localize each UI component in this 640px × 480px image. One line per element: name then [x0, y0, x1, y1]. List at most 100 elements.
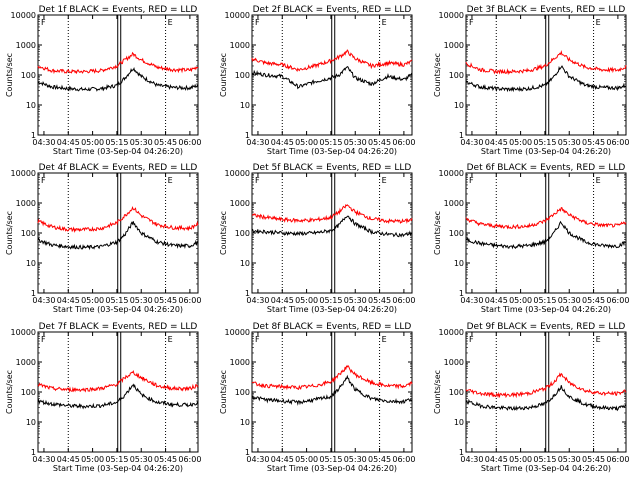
x-tick-label: 05:00	[295, 455, 318, 464]
chart-panel: Det 5f BLACK = Events, RED = LLD 1 10 100 10…	[219, 163, 415, 314]
y-tick-label: 10000	[225, 169, 250, 178]
marker-label: F	[255, 176, 260, 185]
marker-label: F	[469, 335, 474, 344]
y-tick-label: 100	[235, 71, 250, 80]
x-tick-label: 05:30	[344, 296, 367, 305]
y-tick-label: 10000	[439, 11, 464, 20]
x-tick-label: 05:30	[344, 138, 367, 147]
series-line	[465, 385, 626, 412]
chart-panel: Det 9f BLACK = Events, RED = LLD 1 10 100 10…	[433, 322, 629, 473]
x-tick-label: 05:30	[558, 138, 581, 147]
x-tick-label: 04:30	[246, 455, 269, 464]
x-tick-label: 06:00	[178, 296, 201, 305]
chart-panel: Det 1f BLACK = Events, RED = LLD 1 10 100 10…	[5, 5, 201, 156]
y-tick-label: 10000	[439, 169, 464, 178]
x-axis-label: Start Time (03-Sep-04 04:26:20)	[267, 147, 397, 156]
y-tick-label: 1000	[230, 358, 250, 367]
marker-label: E	[382, 18, 387, 27]
x-tick-label: 05:30	[558, 296, 581, 305]
x-tick-label: 04:45	[485, 296, 508, 305]
x-tick-label: 04:30	[32, 455, 55, 464]
y-tick-label: 100	[21, 229, 36, 238]
y-tick-label: 100	[449, 388, 464, 397]
series-line	[251, 49, 413, 73]
series-line	[251, 215, 413, 238]
y-tick-label: 10	[454, 418, 464, 427]
y-axis-label: Counts/sec	[5, 370, 14, 414]
y-axis-label: Counts/sec	[433, 370, 442, 414]
y-tick-label: 1	[459, 289, 464, 298]
y-tick-label: 1	[459, 448, 464, 457]
marker-label: F	[41, 335, 46, 344]
x-tick-label: 05:45	[582, 296, 605, 305]
x-axis-label: Start Time (03-Sep-04 04:26:20)	[481, 305, 611, 314]
x-tick-label: 04:30	[246, 138, 269, 147]
x-tick-label: 05:45	[154, 138, 177, 147]
series-line	[465, 65, 627, 93]
x-axis-label: Start Time (03-Sep-04 04:26:20)	[481, 147, 611, 156]
marker-label: E	[596, 335, 601, 344]
y-tick-label: 1	[31, 131, 36, 140]
y-tick-label: 1000	[16, 358, 36, 367]
marker-label: E	[382, 176, 387, 185]
x-axis-label: Start Time (03-Sep-04 04:26:20)	[267, 464, 397, 473]
series-line	[37, 383, 199, 410]
x-tick-label: 05:30	[558, 455, 581, 464]
x-tick-label: 06:00	[606, 296, 629, 305]
x-tick-label: 05:00	[81, 138, 104, 147]
y-tick-label: 10000	[11, 11, 36, 20]
marker-label: E	[596, 176, 601, 185]
x-tick-label: 05:15	[105, 138, 128, 147]
x-tick-label: 04:30	[32, 138, 55, 147]
marker-label: E	[168, 335, 173, 344]
chart-title: Det 2f BLACK = Events, RED = LLD	[253, 5, 412, 15]
y-tick-label: 100	[21, 388, 36, 397]
chart-panel: Det 6f BLACK = Events, RED = LLD 1 10 100 10…	[433, 163, 629, 314]
x-tick-label: 05:30	[130, 296, 153, 305]
chart-title: Det 7f BLACK = Events, RED = LLD	[39, 322, 198, 332]
y-tick-label: 10	[26, 259, 36, 268]
x-tick-label: 05:00	[509, 138, 532, 147]
marker-label: F	[41, 18, 46, 27]
y-tick-label: 10000	[225, 11, 250, 20]
x-tick-label: 04:45	[271, 138, 294, 147]
x-tick-label: 05:15	[319, 455, 342, 464]
y-tick-label: 100	[235, 229, 250, 238]
y-tick-label: 1000	[230, 199, 250, 208]
y-tick-label: 10000	[439, 328, 464, 337]
y-tick-label: 100	[235, 388, 250, 397]
x-tick-label: 05:00	[295, 296, 318, 305]
chart-title: Det 6f BLACK = Events, RED = LLD	[467, 163, 626, 173]
y-tick-label: 10	[26, 101, 36, 110]
x-tick-label: 05:30	[130, 138, 153, 147]
y-tick-label: 1000	[444, 358, 464, 367]
x-tick-label: 05:45	[154, 296, 177, 305]
series-line	[37, 51, 199, 75]
x-axis-label: Start Time (03-Sep-04 04:26:20)	[53, 464, 183, 473]
x-tick-label: 05:30	[130, 455, 153, 464]
y-tick-label: 10	[240, 418, 250, 427]
x-tick-label: 05:00	[81, 455, 104, 464]
chart-panel: Det 8f BLACK = Events, RED = LLD 1 10 100 10…	[219, 322, 415, 473]
y-tick-label: 10	[240, 259, 250, 268]
y-tick-label: 1000	[16, 199, 36, 208]
y-tick-label: 1000	[444, 41, 464, 50]
y-tick-label: 1000	[444, 199, 464, 208]
x-tick-label: 04:45	[485, 138, 508, 147]
x-tick-label: 05:00	[295, 138, 318, 147]
x-tick-label: 05:45	[368, 296, 391, 305]
x-axis-label: Start Time (03-Sep-04 04:26:20)	[267, 305, 397, 314]
x-tick-label: 04:45	[57, 296, 80, 305]
x-tick-label: 04:45	[57, 455, 80, 464]
x-tick-label: 06:00	[392, 138, 415, 147]
x-tick-label: 05:45	[154, 455, 177, 464]
y-axis-label: Counts/sec	[5, 211, 14, 255]
marker-label: E	[168, 176, 173, 185]
series-line	[38, 67, 199, 92]
marker-label: E	[168, 18, 173, 27]
x-tick-label: 05:15	[533, 296, 556, 305]
x-tick-label: 04:45	[271, 455, 294, 464]
series-line	[465, 220, 627, 250]
x-tick-label: 04:30	[246, 296, 269, 305]
